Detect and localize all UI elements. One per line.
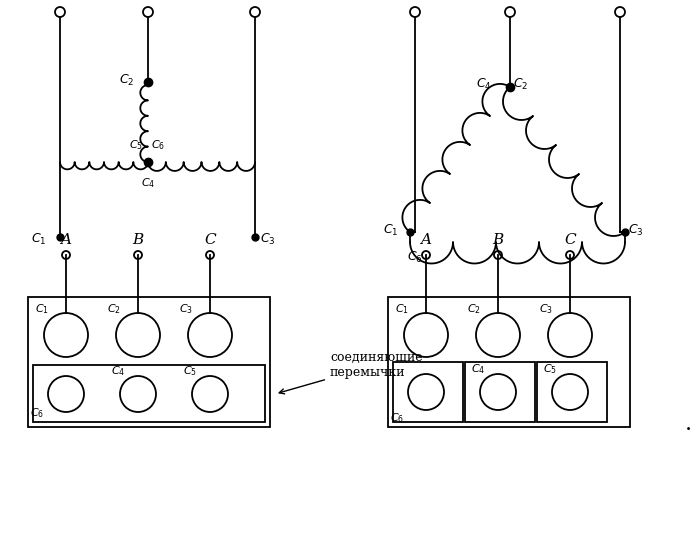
Text: $C_2$: $C_2$ — [467, 302, 481, 316]
Circle shape — [134, 251, 142, 259]
Text: $C_6$: $C_6$ — [390, 411, 404, 425]
Circle shape — [55, 7, 65, 17]
Text: $C_4$: $C_4$ — [141, 176, 155, 190]
Circle shape — [410, 7, 420, 17]
Circle shape — [615, 7, 625, 17]
Circle shape — [404, 313, 448, 357]
Text: .: . — [685, 413, 692, 435]
Text: $C_5$: $C_5$ — [183, 364, 197, 378]
Text: $C_6$: $C_6$ — [407, 250, 423, 265]
Text: A: A — [54, 0, 66, 2]
Text: A: A — [60, 233, 71, 247]
Text: B: B — [132, 233, 144, 247]
Bar — [537, 362, 607, 422]
Circle shape — [505, 7, 515, 17]
Bar — [388, 297, 630, 427]
Text: $C_5$: $C_5$ — [543, 362, 557, 376]
Text: соединяющие
перемычки: соединяющие перемычки — [279, 351, 423, 394]
Bar — [28, 297, 270, 427]
Circle shape — [206, 251, 214, 259]
Text: $C_6$: $C_6$ — [151, 138, 165, 152]
Text: $C_1$: $C_1$ — [382, 222, 398, 237]
Circle shape — [188, 313, 232, 357]
Bar — [393, 362, 463, 422]
Circle shape — [48, 376, 84, 412]
Text: $C_1$: $C_1$ — [31, 231, 46, 247]
Circle shape — [62, 251, 70, 259]
Circle shape — [250, 7, 260, 17]
Bar — [33, 365, 265, 422]
Bar — [465, 362, 535, 422]
Text: C: C — [248, 0, 261, 2]
Text: $C_3$: $C_3$ — [179, 302, 193, 316]
Text: C: C — [564, 233, 576, 247]
Circle shape — [143, 7, 153, 17]
Text: C: C — [614, 0, 626, 2]
Text: C: C — [204, 233, 216, 247]
Circle shape — [548, 313, 592, 357]
Circle shape — [480, 374, 516, 410]
Text: A: A — [409, 0, 421, 2]
Text: A: A — [421, 233, 431, 247]
Text: $C_6$: $C_6$ — [30, 406, 44, 420]
Text: $C_3$: $C_3$ — [628, 222, 643, 237]
Text: B: B — [504, 0, 516, 2]
Text: $C_4$: $C_4$ — [476, 76, 492, 92]
Text: $C_5$: $C_5$ — [129, 138, 143, 152]
Circle shape — [408, 374, 444, 410]
Text: $C_1$: $C_1$ — [35, 302, 49, 316]
Circle shape — [192, 376, 228, 412]
Circle shape — [494, 251, 502, 259]
Text: $C_2$: $C_2$ — [513, 76, 528, 92]
Text: $C_3$: $C_3$ — [260, 231, 276, 247]
Circle shape — [476, 313, 520, 357]
Text: B: B — [142, 0, 154, 2]
Circle shape — [44, 313, 88, 357]
Text: $C_4$: $C_4$ — [111, 364, 125, 378]
Text: $C_2$: $C_2$ — [107, 302, 121, 316]
Text: $C_1$: $C_1$ — [395, 302, 409, 316]
Circle shape — [566, 251, 574, 259]
Text: $C_2$: $C_2$ — [119, 73, 134, 88]
Text: $C_4$: $C_4$ — [471, 362, 485, 376]
Circle shape — [120, 376, 156, 412]
Text: B: B — [492, 233, 503, 247]
Circle shape — [552, 374, 588, 410]
Text: $C_3$: $C_3$ — [539, 302, 553, 316]
Circle shape — [422, 251, 430, 259]
Circle shape — [116, 313, 160, 357]
